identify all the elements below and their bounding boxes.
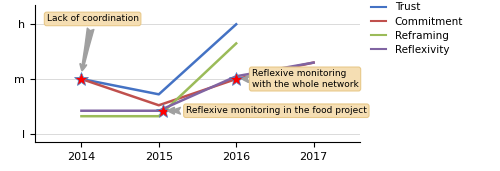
Legend: Trust, Commitment, Reframing, Reflexivity: Trust, Commitment, Reframing, Reflexivit… — [366, 0, 467, 59]
Text: Lack of coordination: Lack of coordination — [46, 14, 138, 71]
Text: Reflexive monitoring in the food project: Reflexive monitoring in the food project — [168, 106, 367, 115]
Text: Reflexive monitoring
with the whole network: Reflexive monitoring with the whole netw… — [242, 69, 358, 89]
